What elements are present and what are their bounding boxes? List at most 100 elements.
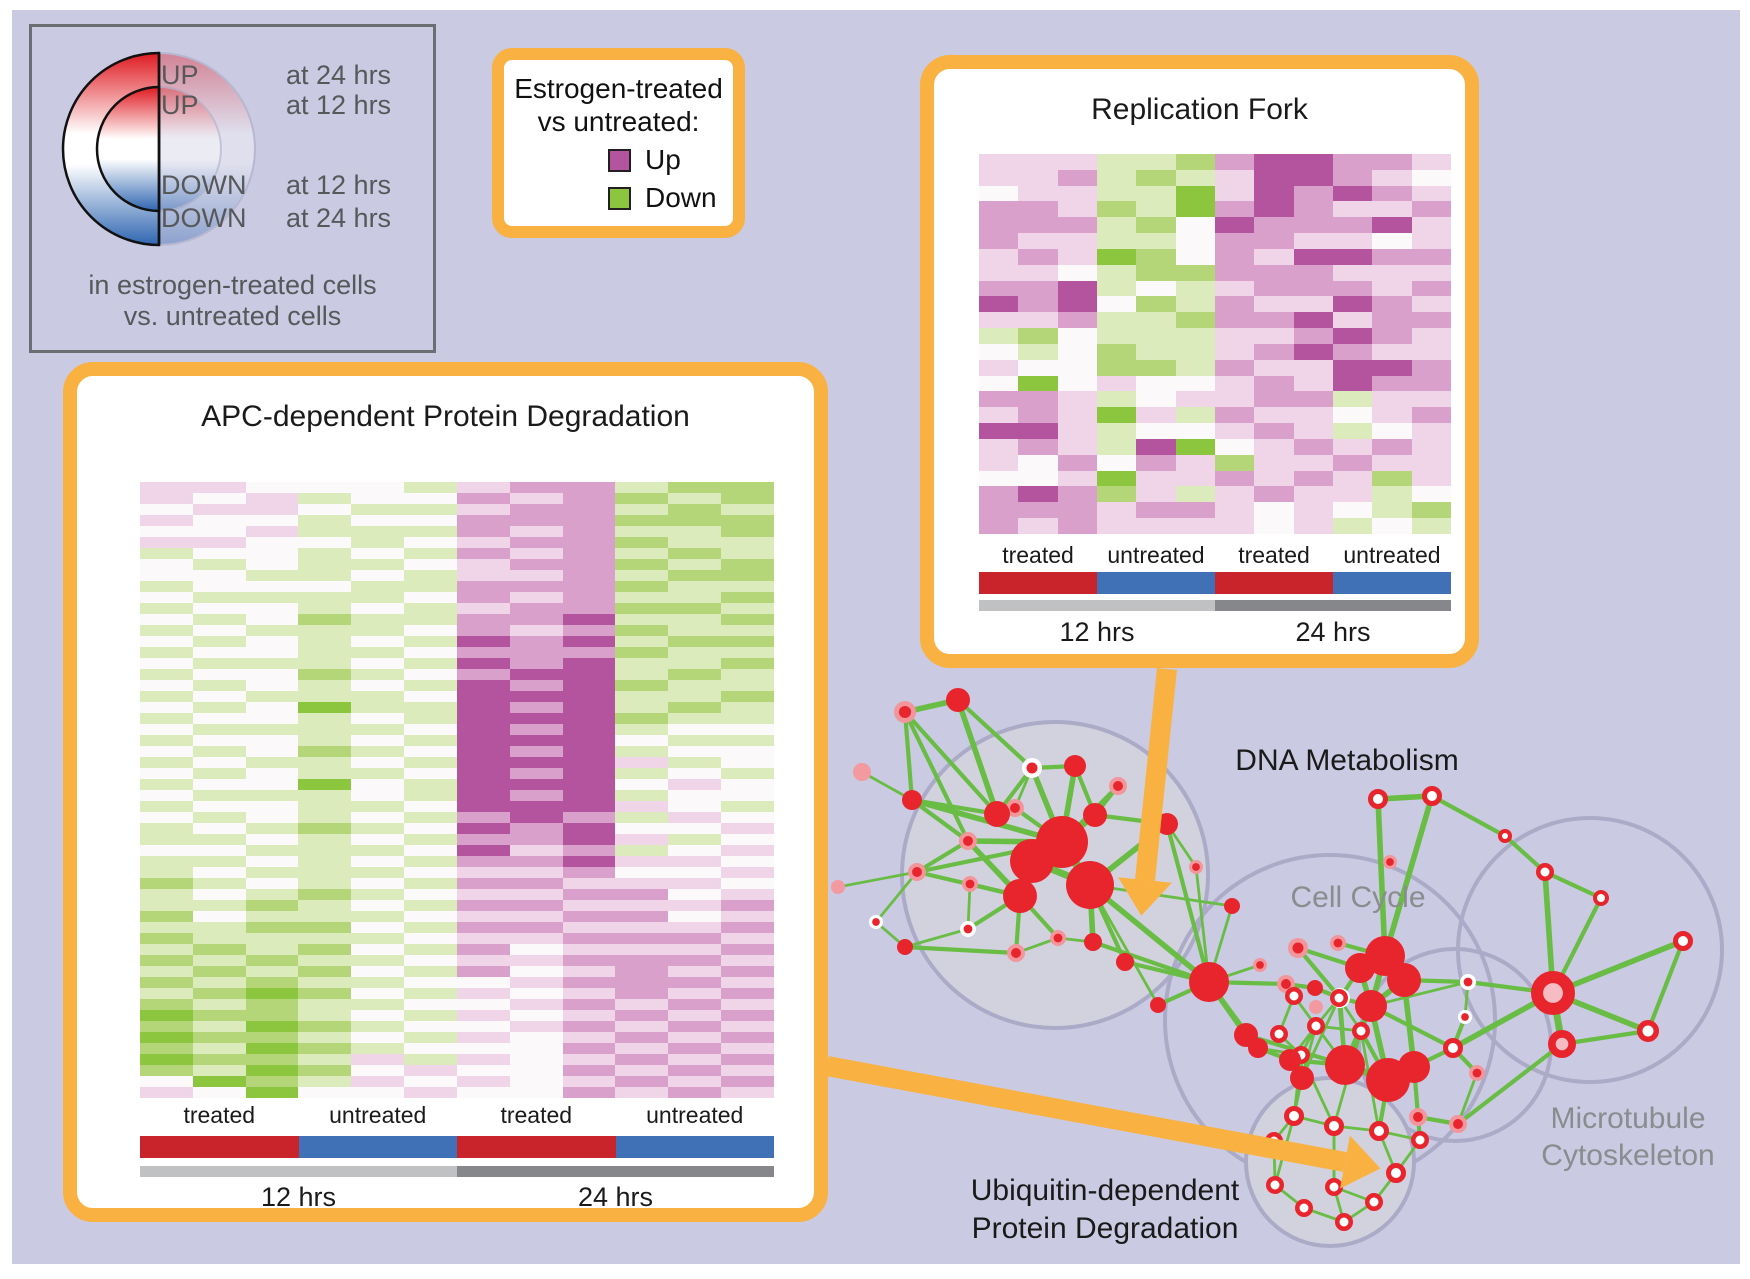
heatmap-cell bbox=[562, 889, 616, 900]
heatmap-cell bbox=[245, 1065, 299, 1076]
heatmap-cell bbox=[1332, 391, 1373, 408]
heatmap-cell bbox=[140, 669, 193, 680]
heatmap-cell bbox=[668, 1065, 722, 1076]
heatmap-cell bbox=[509, 1087, 563, 1098]
heatmap-cell bbox=[1372, 470, 1412, 487]
heatmap-cell bbox=[668, 713, 722, 724]
heatmap-cell bbox=[668, 537, 722, 548]
heatmap-cell bbox=[140, 691, 193, 702]
heatmap-cell bbox=[245, 999, 299, 1010]
heatmap-cell bbox=[456, 1065, 510, 1076]
heatmap-cell bbox=[1214, 423, 1255, 439]
heatmap-cell bbox=[668, 647, 722, 658]
legend-row-down12: DOWN at 12 hrs bbox=[161, 170, 391, 201]
heatmap-cell bbox=[456, 922, 510, 933]
heatmap-cell bbox=[351, 757, 405, 768]
heatmap-cell bbox=[456, 636, 510, 647]
heatmap-cell bbox=[245, 1054, 299, 1065]
heatmap-cell bbox=[404, 515, 457, 526]
heatmap-cell bbox=[351, 658, 405, 669]
heatmap-cell bbox=[979, 359, 1019, 376]
heatmap-cell bbox=[721, 801, 774, 812]
heatmap-cell bbox=[1254, 423, 1294, 439]
heatmap-cell bbox=[351, 691, 405, 702]
heatmap-cell bbox=[721, 592, 774, 603]
heatmap-cell bbox=[1175, 169, 1215, 186]
heatmap-cell bbox=[721, 889, 774, 900]
network-node bbox=[1266, 1176, 1284, 1194]
heatmap-cell bbox=[721, 988, 774, 999]
heatmap-cell bbox=[668, 977, 722, 988]
heatmap-cell bbox=[615, 713, 669, 724]
heatmap-cell bbox=[615, 801, 669, 812]
heatmap-cell bbox=[721, 823, 774, 834]
heatmap-cell bbox=[1175, 217, 1215, 234]
heatmap-cell bbox=[1293, 359, 1333, 376]
legend-item-down: Down bbox=[608, 182, 733, 214]
heatmap-cell bbox=[192, 867, 246, 878]
heatmap-cell bbox=[1214, 375, 1255, 392]
network-node bbox=[1084, 933, 1102, 951]
heatmap-cell bbox=[509, 482, 563, 493]
network-node bbox=[831, 880, 845, 894]
heatmap-cell bbox=[562, 801, 616, 812]
heatmap-cell bbox=[298, 570, 352, 581]
heatmap-cell bbox=[245, 559, 299, 570]
replication-fork-panel: Replication Fork treated untreated treated… bbox=[920, 55, 1479, 668]
heatmap-cell bbox=[1175, 454, 1215, 471]
heatmap-cell bbox=[1293, 201, 1333, 218]
heatmap-cell bbox=[615, 636, 669, 647]
heatmap-cell bbox=[979, 486, 1019, 503]
heatmap-cell bbox=[721, 526, 774, 537]
heatmap-cell bbox=[1214, 454, 1255, 471]
heatmap-cell bbox=[668, 493, 722, 504]
heatmap-cell bbox=[562, 1010, 616, 1021]
heatmap-cell bbox=[192, 515, 246, 526]
heatmap-cell bbox=[351, 900, 405, 911]
heatmap-cell bbox=[456, 724, 510, 735]
heatmap-cell bbox=[509, 856, 563, 867]
heatmap-cell bbox=[456, 702, 510, 713]
heatmap-cell bbox=[351, 790, 405, 801]
network-edge bbox=[1559, 1028, 1651, 1047]
heatmap-cell bbox=[404, 647, 457, 658]
heatmap-cell bbox=[298, 801, 352, 812]
heatmap-cell bbox=[1018, 233, 1058, 249]
heatmap-cell bbox=[615, 1032, 669, 1043]
heatmap-cell bbox=[456, 779, 510, 790]
heatmap-cell bbox=[140, 702, 193, 713]
heatmap-cell bbox=[562, 922, 616, 933]
heatmap-cell bbox=[721, 614, 774, 625]
heatmap-cell bbox=[1293, 154, 1333, 170]
heatmap-cell bbox=[721, 1087, 774, 1098]
updown-legend-title-line2: vs untreated: bbox=[537, 106, 700, 137]
heatmap-cell bbox=[140, 823, 193, 834]
heatmap-cell bbox=[404, 1043, 457, 1054]
heatmap-cell bbox=[509, 944, 563, 955]
heatmap-cell bbox=[1096, 438, 1137, 455]
heatmap-cell bbox=[509, 614, 563, 625]
heatmap-cell bbox=[245, 834, 299, 845]
heatmap-cell bbox=[1293, 454, 1333, 471]
heatmap-cell bbox=[509, 889, 563, 900]
heatmap-cell bbox=[192, 680, 246, 691]
heatmap-cell bbox=[562, 966, 616, 977]
condition-label: untreated bbox=[646, 1102, 744, 1128]
heatmap-cell bbox=[404, 834, 457, 845]
heatmap-cell bbox=[245, 801, 299, 812]
heatmap-cell bbox=[1293, 343, 1333, 360]
network-edge bbox=[955, 697, 1000, 817]
heatmap-cell bbox=[668, 614, 722, 625]
heatmap-cell bbox=[245, 1043, 299, 1054]
heatmap-cell bbox=[509, 581, 563, 592]
heatmap-cell bbox=[1018, 312, 1058, 329]
heatmap-cell bbox=[351, 779, 405, 790]
heatmap-cell bbox=[668, 735, 722, 746]
heatmap-cell bbox=[298, 757, 352, 768]
heatmap-cell bbox=[245, 845, 299, 856]
heatmap-cell bbox=[1175, 438, 1215, 455]
heatmap-cell bbox=[1018, 470, 1058, 487]
heatmap-cell bbox=[668, 944, 722, 955]
heatmap-cell bbox=[404, 1010, 457, 1021]
heatmap-cell bbox=[615, 1010, 669, 1021]
